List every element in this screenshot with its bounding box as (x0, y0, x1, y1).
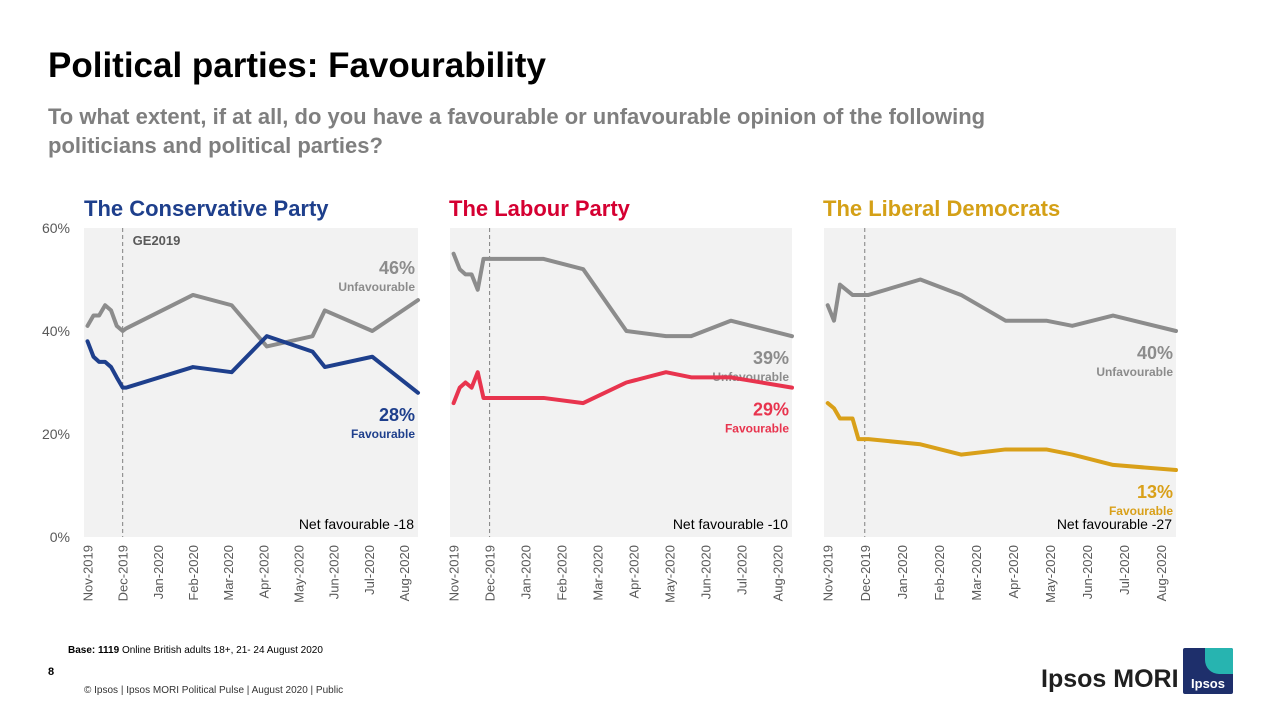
x-tick-label: Nov-2019 (81, 545, 96, 601)
x-tick-label: Jul-2020 (735, 545, 750, 595)
favourable-line (85, 334, 420, 395)
x-tick-label: Jun-2020 (327, 545, 342, 599)
x-tick-label: Jan-2020 (151, 545, 166, 599)
x-tick-label: Mar-2020 (591, 545, 606, 601)
x-tick-label: Dec-2019 (483, 545, 498, 601)
x-tick-label: Feb-2020 (186, 545, 201, 601)
x-tick-label: Feb-2020 (555, 545, 570, 601)
x-tick-label: May-2020 (663, 545, 678, 603)
y-tick-label: 20% (42, 426, 70, 442)
x-tick-label: Aug-2020 (397, 545, 412, 601)
favourable-end-value: 28% (379, 405, 415, 425)
x-tick-label: Jan-2020 (895, 545, 910, 599)
x-tick-label: Jul-2020 (362, 545, 377, 595)
unfavourable-end-value: 40% (1137, 343, 1173, 363)
y-tick-label: 60% (42, 220, 70, 236)
y-tick-label: 40% (42, 323, 70, 339)
panel-title-labour: The Labour Party (449, 196, 630, 221)
page-number: 8 (48, 666, 55, 678)
plot-area-the-labour-party (450, 228, 792, 537)
x-tick-label: Nov-2019 (447, 545, 462, 601)
unfavourable-end-value: 39% (753, 348, 789, 368)
x-tick-label: Feb-2020 (932, 545, 947, 601)
x-tick-label: May-2020 (291, 545, 306, 603)
unfavourable-line (85, 292, 420, 349)
unfavourable-line (451, 251, 794, 339)
x-tick-label: Jun-2020 (1080, 545, 1095, 599)
x-tick-label: Jul-2020 (1117, 545, 1132, 595)
panel-title-conservative: The Conservative Party (84, 196, 329, 221)
favourable-line (825, 401, 1178, 473)
net-favourable-label: Net favourable -10 (673, 516, 788, 532)
question-subtitle: To what extent, if at all, do you have a… (48, 104, 986, 158)
unfavourable-end-value: 46% (379, 258, 415, 278)
panel-title-libdem: The Liberal Democrats (823, 196, 1061, 221)
favourable-end-caption: Favourable (725, 422, 789, 436)
unfavourable-end-caption: Unfavourable (1096, 365, 1173, 379)
page-title: Political parties: Favourability (48, 46, 546, 85)
favourable-end-value: 13% (1137, 482, 1173, 502)
x-tick-label: Dec-2019 (858, 545, 873, 601)
x-tick-label: Jan-2020 (519, 545, 534, 599)
base-note: Base: 1119 Online British adults 18+, 21… (68, 645, 323, 656)
favourable-line (451, 370, 794, 406)
unfavourable-end-caption: Unfavourable (712, 370, 789, 384)
x-tick-label: May-2020 (1043, 545, 1058, 603)
x-tick-label: Apr-2020 (1006, 545, 1021, 598)
favourable-end-caption: Favourable (351, 427, 415, 441)
y-tick-label: 0% (50, 529, 70, 545)
x-tick-label: Apr-2020 (256, 545, 271, 598)
ge2019-marker-label: GE2019 (133, 233, 181, 248)
plot-area-the-liberal-democrats (824, 228, 1176, 537)
net-favourable-label: Net favourable -18 (299, 516, 414, 532)
x-tick-label: Jun-2020 (699, 545, 714, 599)
x-tick-label: Nov-2019 (821, 545, 836, 601)
favourable-end-value: 29% (753, 400, 789, 420)
x-tick-label: Mar-2020 (969, 545, 984, 601)
x-tick-label: Aug-2020 (771, 545, 786, 601)
unfavourable-line (825, 277, 1178, 333)
ipsos-logo-icon: Ipsos (1183, 648, 1233, 694)
brand-name: Ipsos MORI (1041, 665, 1179, 693)
net-favourable-label: Net favourable -27 (1057, 516, 1172, 532)
x-tick-label: Dec-2019 (116, 545, 131, 601)
x-tick-label: Mar-2020 (221, 545, 236, 601)
x-tick-label: Aug-2020 (1154, 545, 1169, 601)
plot-area-the-conservative-party (84, 228, 418, 537)
favourable-end-caption: Favourable (1109, 504, 1173, 518)
copyright-footer: © Ipsos | Ipsos MORI Political Pulse | A… (84, 685, 344, 696)
x-tick-label: Apr-2020 (627, 545, 642, 598)
unfavourable-end-caption: Unfavourable (338, 280, 415, 294)
